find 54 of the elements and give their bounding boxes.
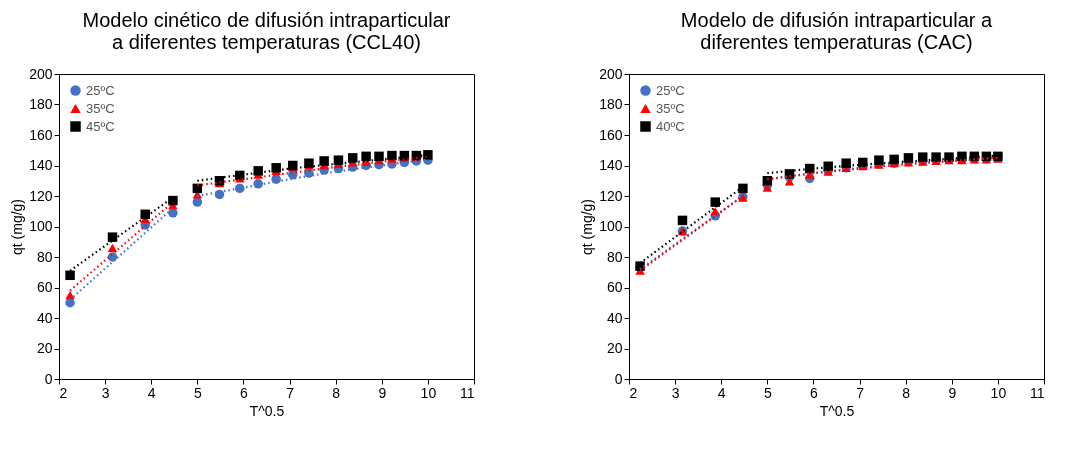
x-tick-label: 10 [420, 384, 437, 401]
y-tick-label: 80 [606, 248, 623, 265]
y-tick-label: 40 [606, 309, 623, 326]
y-tick-label: 40 [36, 309, 53, 326]
x-tick-label: 10 [990, 384, 1007, 401]
legend-label: 35ºC [656, 100, 685, 116]
y-tick-label: 100 [29, 218, 53, 234]
x-axis-title: T^0.5 [249, 402, 285, 419]
y-tick-label: 160 [29, 126, 53, 143]
x-tick-label: 7 [856, 384, 865, 401]
x-tick-label: 8 [902, 384, 911, 401]
x-tick-label: 8 [332, 384, 341, 401]
legend-label: 25ºC [656, 82, 685, 98]
y-tick-label: 120 [599, 187, 623, 204]
y-tick-label: 0 [44, 370, 53, 387]
y-tick-label: 60 [36, 279, 53, 295]
x-tick-label: 2 [59, 384, 68, 401]
legend-label: 25ºC [86, 82, 115, 98]
y-tick-label: 20 [606, 340, 623, 356]
x-tick-label: 9 [948, 384, 957, 401]
y-tick-label: 20 [36, 340, 53, 356]
legend-label: 45ºC [86, 118, 115, 134]
x-tick-label: 11 [459, 384, 475, 401]
chart-title: Modelo de difusión intraparticular a diferentes temperaturas (CAC) [680, 9, 994, 53]
x-tick-label: 5 [763, 384, 772, 401]
x-tick-label: 6 [240, 384, 249, 401]
x-tick-label: 6 [810, 384, 819, 401]
y-tick-label: 140 [29, 157, 53, 173]
y-tick-label: 160 [599, 126, 623, 143]
y-axis-title: qt (mg/g) [9, 198, 26, 256]
x-axis-title: T^0.5 [819, 402, 855, 419]
x-tick-label: 9 [378, 384, 387, 401]
x-tick-label: 3 [671, 384, 680, 401]
y-tick-label: 120 [29, 187, 53, 204]
x-tick-label: 2 [629, 384, 638, 401]
x-tick-label: 5 [193, 384, 202, 401]
y-tick-label: 60 [606, 279, 623, 295]
legend-label: 35ºC [86, 100, 115, 116]
y-axis-title: qt (mg/g) [579, 198, 596, 256]
y-tick-label: 0 [614, 370, 623, 387]
y-tick-label: 100 [599, 218, 623, 234]
y-tick-label: 180 [29, 96, 53, 112]
y-tick-label: 180 [599, 96, 623, 112]
chart-title: Modelo cinético de difusión intraparticular a diferentes temperaturas (CCL40) [82, 9, 451, 53]
x-tick-label: 4 [717, 384, 726, 401]
y-tick-label: 200 [599, 65, 623, 82]
x-tick-label: 3 [101, 384, 110, 401]
x-tick-label: 7 [286, 384, 295, 401]
x-tick-label: 4 [147, 384, 156, 401]
y-tick-label: 80 [36, 248, 53, 265]
y-tick-label: 200 [29, 65, 53, 82]
x-tick-label: 11 [1029, 384, 1045, 401]
y-tick-label: 140 [599, 157, 623, 173]
legend-label: 40ºC [656, 118, 685, 134]
